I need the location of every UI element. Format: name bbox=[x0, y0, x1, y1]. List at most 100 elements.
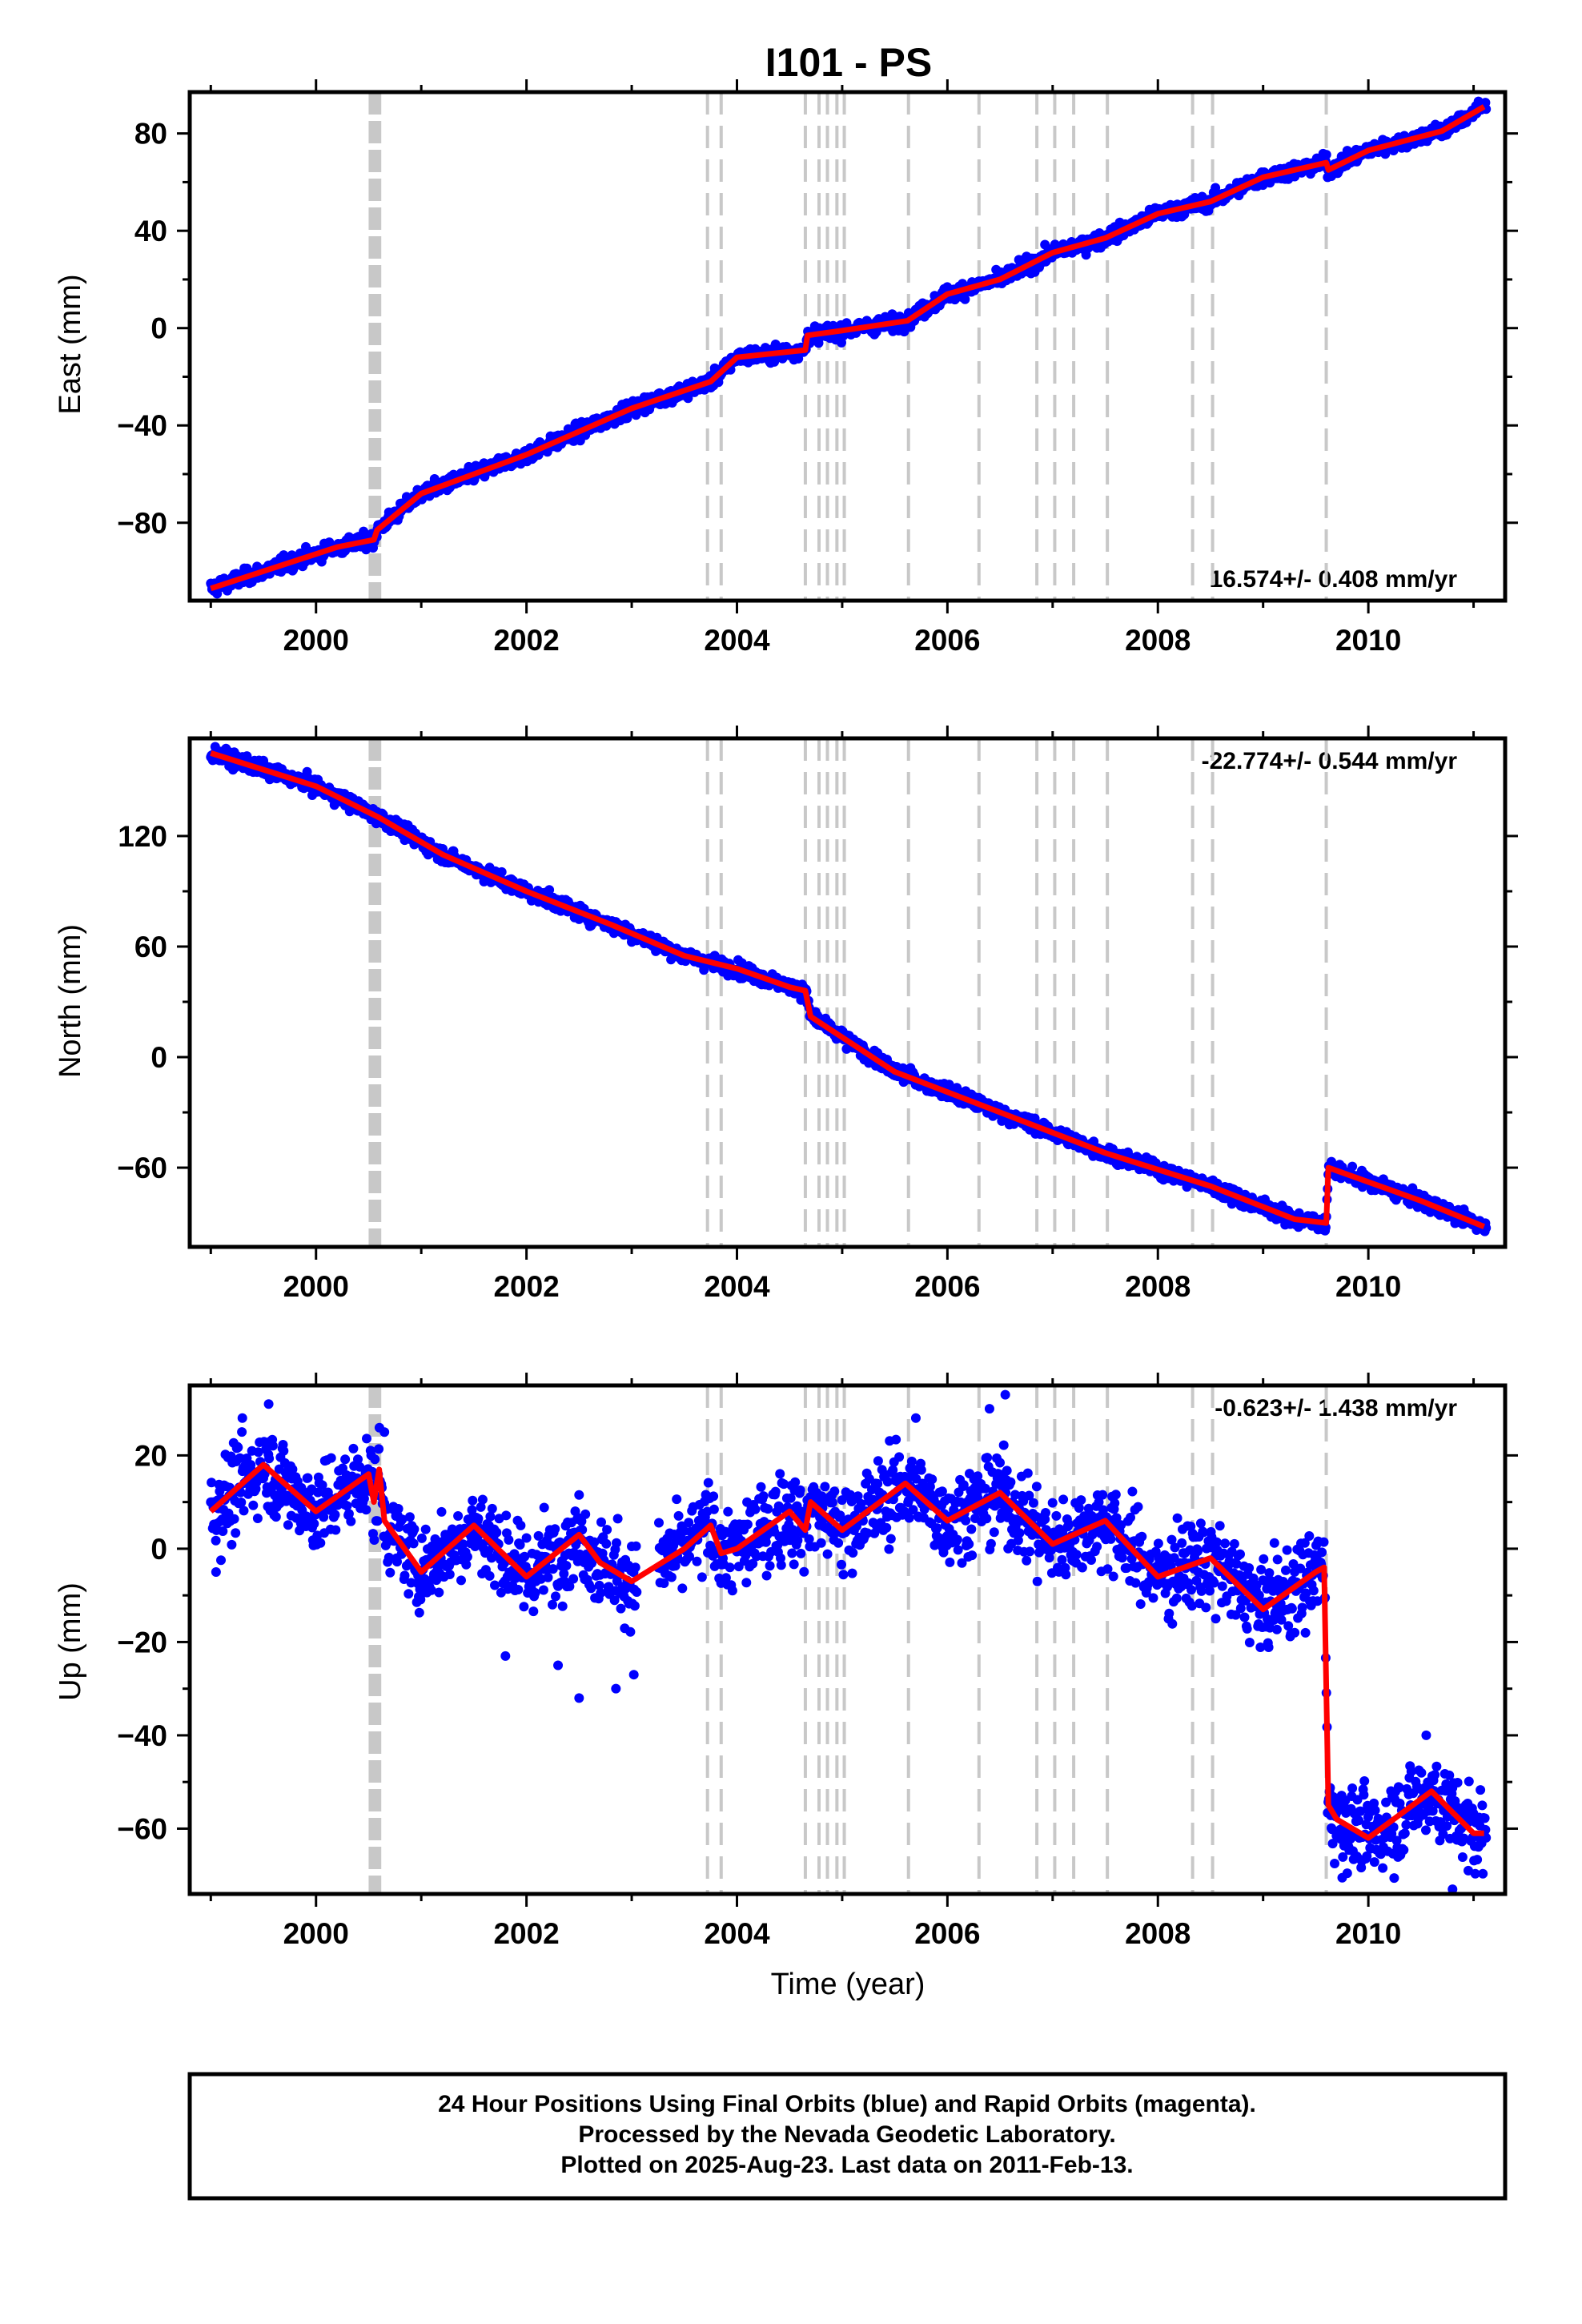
up-data-point bbox=[392, 1557, 402, 1567]
up-data-point bbox=[548, 1599, 557, 1610]
north-xtick-label: 2000 bbox=[283, 1270, 349, 1303]
up-data-point bbox=[484, 1570, 495, 1581]
east-ytick-label: 40 bbox=[135, 215, 167, 247]
up-data-point bbox=[631, 1541, 641, 1551]
up-data-point bbox=[393, 1504, 404, 1514]
east-panel: East (mm) 16.574+/- 0.408 mm/yr 2000 2002… bbox=[54, 79, 1518, 657]
up-data-point bbox=[383, 1552, 394, 1562]
east-ytick-label: −40 bbox=[117, 409, 167, 442]
up-data-point bbox=[216, 1555, 226, 1566]
up-data-point bbox=[557, 1601, 568, 1611]
east-model-line bbox=[210, 104, 1486, 592]
up-data-point bbox=[287, 1464, 298, 1474]
up-data-point bbox=[315, 1538, 326, 1548]
up-data-point bbox=[564, 1581, 575, 1591]
north-model-line bbox=[210, 750, 1486, 1229]
north-xtick-label: 2004 bbox=[704, 1270, 770, 1303]
up-data-point bbox=[625, 1626, 636, 1637]
north-data-point bbox=[496, 866, 507, 877]
up-data-point bbox=[404, 1512, 415, 1522]
up-ylabel: Up (mm) bbox=[54, 1582, 87, 1701]
up-data-point bbox=[313, 1487, 323, 1498]
up-data-point bbox=[271, 1512, 281, 1522]
up-plot-area bbox=[206, 1385, 1492, 1894]
up-data-point bbox=[426, 1585, 436, 1595]
up-data-point bbox=[343, 1509, 354, 1519]
up-data-point bbox=[551, 1591, 560, 1602]
north-ytick-label: −60 bbox=[117, 1152, 167, 1184]
up-data-point bbox=[516, 1520, 526, 1530]
up-data-point bbox=[473, 1514, 484, 1524]
up-data-point bbox=[264, 1454, 275, 1464]
up-data-point bbox=[461, 1559, 472, 1570]
up-data-point bbox=[404, 1589, 414, 1599]
up-data-point bbox=[239, 1506, 249, 1516]
east-xtick-label: 2006 bbox=[914, 624, 980, 657]
up-data-point bbox=[303, 1473, 313, 1483]
up-data-point bbox=[355, 1462, 365, 1472]
up-data-point bbox=[207, 1478, 217, 1488]
up-data-point bbox=[596, 1517, 606, 1527]
north-data-point bbox=[1030, 1113, 1040, 1124]
east-xtick-label: 2004 bbox=[704, 624, 770, 657]
up-data-point bbox=[456, 1575, 466, 1586]
up-data-point bbox=[684, 1518, 694, 1528]
up-data-point bbox=[309, 1518, 319, 1529]
up-data-point bbox=[504, 1534, 514, 1545]
east-ytick-label: 0 bbox=[151, 312, 167, 345]
up-data-point bbox=[727, 1586, 737, 1596]
up-data-point bbox=[319, 1512, 329, 1522]
up-data-point bbox=[559, 1569, 569, 1579]
up-data-point bbox=[604, 1582, 614, 1592]
up-data-point bbox=[586, 1583, 596, 1594]
north-data-point bbox=[242, 751, 252, 762]
up-data-point bbox=[630, 1562, 640, 1573]
up-data-point bbox=[589, 1537, 600, 1547]
up-data-point bbox=[326, 1453, 336, 1463]
east-rate-label: 16.574+/- 0.408 mm/yr bbox=[1210, 566, 1458, 593]
up-data-point bbox=[609, 1595, 620, 1606]
up-rate-label: -0.623+/- 1.438 mm/yr bbox=[1215, 1395, 1457, 1421]
up-data-point bbox=[616, 1603, 626, 1614]
up-data-point bbox=[490, 1580, 500, 1590]
up-data-point bbox=[492, 1527, 502, 1538]
up-data-point bbox=[723, 1506, 733, 1517]
up-observations bbox=[206, 1389, 1492, 1894]
up-data-point bbox=[520, 1551, 530, 1562]
up-data-point bbox=[703, 1478, 713, 1488]
up-data-point bbox=[709, 1491, 719, 1502]
up-data-point bbox=[515, 1540, 525, 1550]
north-xtick-label: 2002 bbox=[493, 1270, 559, 1303]
east-data-point bbox=[1321, 150, 1331, 160]
up-data-point bbox=[654, 1518, 664, 1528]
up-data-point bbox=[237, 1427, 247, 1437]
up-data-point bbox=[533, 1530, 544, 1541]
up-data-point bbox=[550, 1524, 560, 1534]
up-data-point bbox=[602, 1525, 612, 1535]
up-data-point bbox=[231, 1528, 241, 1538]
up-data-point bbox=[253, 1447, 263, 1458]
up-xlabel: Time (year) bbox=[771, 1968, 926, 2001]
north-ytick-label: 0 bbox=[151, 1041, 167, 1074]
up-data-point bbox=[283, 1520, 293, 1530]
up-data-point bbox=[211, 1535, 221, 1546]
east-ytick-label: 80 bbox=[135, 118, 167, 151]
up-data-point bbox=[632, 1587, 642, 1597]
up-data-point bbox=[372, 1516, 383, 1526]
east-xtick-label: 2002 bbox=[493, 624, 559, 657]
up-data-point bbox=[385, 1567, 396, 1578]
east-xtick-label: 2010 bbox=[1335, 624, 1401, 657]
east-plot-area bbox=[206, 92, 1492, 601]
up-data-point bbox=[420, 1524, 431, 1534]
up-data-point bbox=[594, 1580, 604, 1590]
up-data-point bbox=[672, 1494, 682, 1505]
up-data-point bbox=[414, 1607, 424, 1618]
up-data-point bbox=[539, 1502, 549, 1513]
up-data-point bbox=[677, 1583, 688, 1594]
up-data-point bbox=[574, 1490, 584, 1500]
up-data-point bbox=[692, 1556, 702, 1566]
east-xtick-label: 2000 bbox=[283, 624, 349, 657]
up-panel: Up (mm) -0.623+/- 1.438 mm/yr Time (year… bbox=[54, 1373, 1518, 2001]
up-data-point bbox=[374, 1444, 384, 1454]
up-data-point bbox=[252, 1514, 263, 1523]
